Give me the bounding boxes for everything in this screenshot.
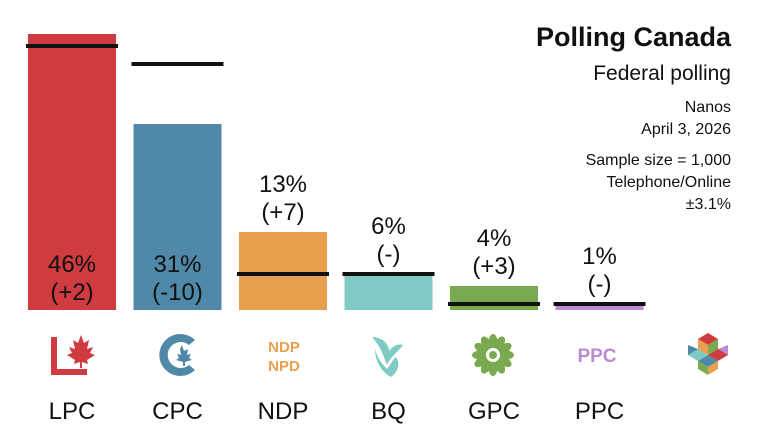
category-label-bq: BQ (371, 398, 406, 425)
change-label-cpc: (-10) (152, 279, 203, 306)
value-labels-layer: 46%(+2)31%(-10)13%(+7)6%(-)4%(+3) 1%(-) (48, 171, 617, 306)
chart-title: Polling Canada (535, 22, 731, 52)
svg-text:PPC: PPC (577, 346, 616, 367)
poll-methodology: Sample size = 1,000 Telephone/Online ±3.… (586, 150, 731, 216)
bq-logo-icon (372, 337, 403, 377)
change-label-ppc: (-) (588, 271, 612, 298)
value-label-bq: 6% (371, 213, 406, 240)
other-parties-logo-icon (688, 333, 728, 375)
bar-ppc (555, 304, 644, 310)
margin-of-error: ±3.1% (685, 196, 731, 213)
svg-text:NPD: NPD (268, 358, 300, 375)
change-label-gpc: (+3) (472, 253, 515, 280)
bar-bq (344, 274, 433, 310)
cpc-logo-icon (159, 334, 195, 376)
gpc-logo-icon (472, 334, 514, 376)
value-label-ndp: 13% (259, 171, 307, 198)
change-label-lpc: (+2) (50, 279, 93, 306)
category-label-ppc: PPC (575, 398, 624, 425)
category-labels-layer: LPC CPC NDP BQ GPC PPC (49, 398, 625, 425)
category-label-gpc: GPC (468, 398, 520, 425)
poll-method: Telephone/Online (606, 174, 731, 191)
poll-date: April 3, 2026 (641, 121, 731, 138)
value-label-ppc: 1% (582, 243, 617, 270)
poll-source: Nanos April 3, 2026 (641, 97, 731, 141)
category-label-cpc: CPC (152, 398, 203, 425)
svg-text:NDP: NDP (268, 339, 300, 356)
value-label-gpc: 4% (477, 225, 512, 252)
category-label-lpc: LPC (49, 398, 96, 425)
change-label-ndp: (+7) (261, 199, 304, 226)
lpc-logo-icon (51, 335, 95, 375)
previous-poll-lines-layer (26, 44, 646, 306)
value-label-lpc: 46% (48, 251, 96, 278)
ndp-logo-icon: NDP NPD (268, 339, 300, 375)
value-label-cpc: 31% (153, 251, 201, 278)
bar-cpc (133, 124, 222, 310)
bar-lpc (28, 34, 116, 310)
change-label-bq: (-) (377, 241, 401, 268)
bar-ndp (239, 232, 327, 310)
category-label-ndp: NDP (258, 398, 309, 425)
chart-subtitle: Federal polling (593, 62, 731, 85)
bar-gpc (450, 286, 538, 310)
ppc-logo-icon: PPC (577, 346, 616, 367)
sample-size: Sample size = 1,000 (585, 152, 731, 169)
pollster-name: Nanos (684, 99, 731, 116)
bars-layer (28, 34, 644, 310)
